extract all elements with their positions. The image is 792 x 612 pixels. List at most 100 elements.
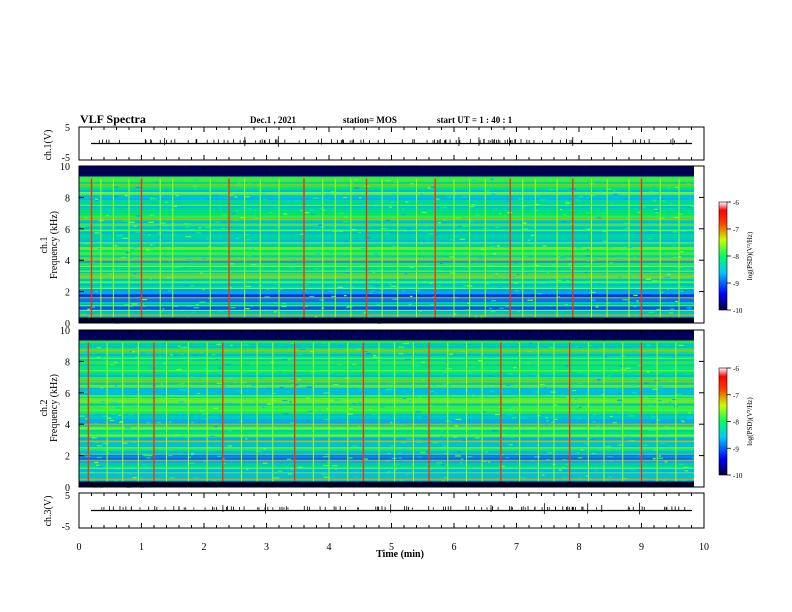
spectrogram-speckle [106, 214, 109, 217]
spectrogram-speckle [504, 246, 509, 248]
spectrogram-speckle [222, 462, 226, 465]
spectrogram-band [79, 286, 694, 290]
spectrogram-speckle [459, 464, 463, 466]
spectrogram-speckle [645, 278, 652, 280]
spectrogram-speckle [421, 211, 427, 214]
spectrogram-speckle [303, 212, 310, 214]
spectrogram-speckle [358, 203, 363, 205]
spectrogram-speckle [535, 264, 539, 267]
spectrogram-band [79, 213, 694, 217]
spectrogram-speckle [251, 384, 256, 387]
spectrogram-ytick-label: 6 [65, 389, 70, 400]
spectrogram-speckle [129, 473, 133, 475]
spectrogram-speckle [497, 245, 500, 247]
spectrogram-speckle [577, 383, 583, 385]
spectrogram-speckle [114, 431, 121, 434]
spectrogram-speckle [96, 346, 101, 349]
spectrogram-speckle [144, 455, 147, 457]
spectrogram-speckle [592, 421, 596, 423]
spectrogram-speckle [517, 274, 520, 276]
spectrogram-band [79, 382, 694, 386]
spectrogram-speckle [385, 232, 390, 235]
spectrogram-speckle [534, 347, 541, 349]
spectrogram-band [79, 405, 694, 409]
spectrogram-speckle [103, 449, 109, 452]
spectrogram-speckle [286, 458, 292, 460]
colorbar-tick-label: -9 [733, 280, 739, 288]
ch2-colorbar: -6 -7 -8 -9 -10 log(PSD)(V²/Hz) [718, 365, 754, 480]
spectrogram-speckle [565, 280, 570, 282]
spectrogram-band [79, 424, 694, 428]
spectrogram-band [79, 473, 694, 477]
spectrogram-speckle [162, 225, 169, 227]
spectrogram-speckle [619, 276, 622, 278]
spectrogram-band [79, 387, 694, 391]
spectrogram-speckle [118, 361, 121, 363]
spectrogram-speckle [314, 198, 320, 200]
spectrogram-speckle [595, 181, 601, 183]
spectrogram-speckle [491, 430, 498, 432]
spectrogram-speckle [199, 410, 205, 412]
spectrogram-speckle [664, 461, 668, 463]
spectrogram-speckle [495, 246, 499, 248]
spectrogram-speckle [330, 252, 334, 254]
spectrogram-speckle [589, 438, 595, 440]
spectrogram-speckle [587, 344, 593, 347]
spectrogram-speckle [356, 215, 359, 217]
spectrogram-speckle [554, 418, 558, 420]
spectrogram-band [79, 350, 694, 354]
spectrogram-speckle [467, 302, 470, 305]
spectrogram-band [79, 207, 694, 211]
spectrogram-speckle [535, 209, 538, 212]
spectrogram-speckle [531, 234, 535, 237]
spectrogram-speckle [558, 256, 561, 258]
spectrogram-speckle [312, 197, 319, 199]
spectrogram-speckle [122, 273, 127, 275]
spectrogram-speckle [469, 220, 474, 223]
spectrogram-speckle [611, 433, 615, 435]
spectrogram-speckle [615, 388, 618, 390]
spectrogram-speckle [306, 386, 313, 388]
spectrogram-speckle [178, 253, 183, 255]
spectrogram-speckle [367, 226, 372, 228]
spectrogram-speckle [572, 269, 576, 271]
spectrogram-speckle [103, 442, 109, 444]
spectrogram-speckle [667, 185, 672, 187]
spectrogram-speckle [134, 225, 137, 227]
spectrogram-speckle [680, 410, 684, 413]
spectrogram-speckle [191, 312, 196, 314]
spectrogram-speckle [471, 394, 475, 396]
spectrogram-speckle [318, 197, 323, 200]
ch2-spectrogram-image [79, 330, 704, 489]
spectrogram-band [79, 202, 694, 206]
spectrogram-speckle [125, 195, 131, 197]
spectrogram-speckle [159, 361, 164, 363]
spectrogram-speckle [224, 197, 230, 199]
spectrogram-speckle [262, 210, 265, 212]
spectrogram-speckle [311, 213, 316, 215]
spectrogram-speckle [133, 391, 140, 393]
spectrogram-speckle [246, 468, 249, 471]
spectrogram-band [79, 437, 694, 441]
spectrogram-speckle [675, 300, 678, 303]
spectrogram-speckle [662, 252, 665, 254]
spectrogram-speckle [660, 442, 666, 444]
spectrogram-band [79, 377, 694, 381]
spectrogram-speckle [168, 454, 173, 457]
spectrogram-speckle [490, 311, 496, 313]
spectrogram-speckle [545, 416, 548, 419]
spectrogram-speckle [440, 262, 444, 264]
spectrogram-speckle [527, 239, 531, 241]
spectrogram-band [79, 273, 694, 277]
spectrogram-speckle [462, 196, 467, 198]
spectrogram-band [79, 460, 694, 464]
spectrogram-speckle [184, 223, 187, 225]
spectrogram-speckle [242, 381, 247, 384]
spectrogram-speckle [385, 179, 391, 182]
ch1-waveform-ylabel: ch.1(V) [43, 130, 54, 161]
spectrogram-speckle [466, 255, 471, 257]
spectrogram-speckle [440, 207, 447, 209]
spectrogram-speckle [97, 466, 104, 468]
spectrogram-speckle [132, 242, 136, 245]
spectrogram-speckle [229, 377, 233, 380]
